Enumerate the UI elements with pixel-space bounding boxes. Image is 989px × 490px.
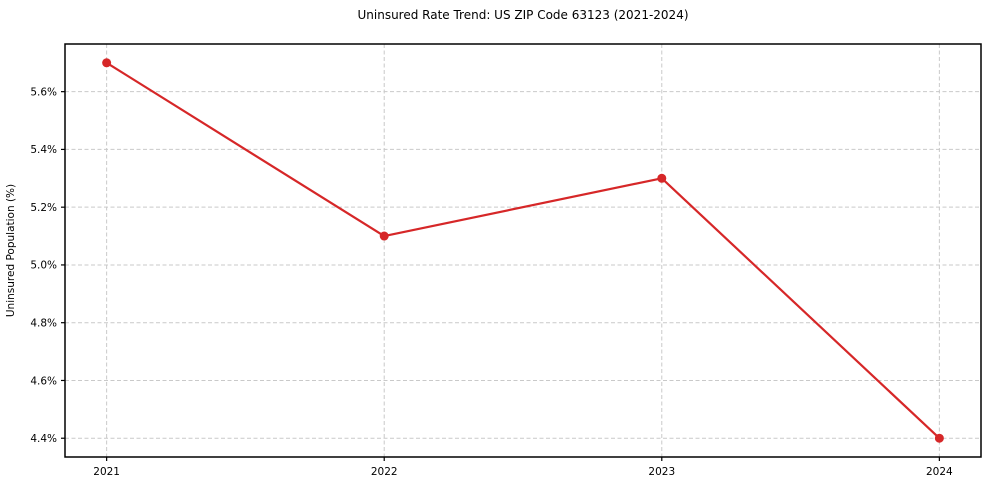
y-tick-label: 4.6%: [30, 375, 57, 387]
data-line: [105, 61, 941, 440]
axis-spines: [64, 43, 982, 458]
y-tick-label: 5.0%: [30, 260, 57, 272]
data-point: [934, 433, 944, 443]
data-point: [102, 58, 112, 68]
x-tick-label: 2021: [93, 466, 120, 478]
chart-title: Uninsured Rate Trend: US ZIP Code 63123 …: [357, 8, 689, 22]
x-tick-label: 2022: [371, 466, 398, 478]
x-tick-label: 2024: [926, 466, 953, 478]
y-tick-label: 5.4%: [30, 144, 57, 156]
y-tick-label: 4.4%: [30, 433, 57, 445]
y-tick-label: 5.6%: [30, 86, 57, 98]
y-tick-label: 4.8%: [30, 318, 57, 330]
y-tick-label: 5.2%: [30, 202, 57, 214]
y-axis-label: Uninsured Population (%): [5, 184, 17, 317]
data-point: [379, 231, 389, 241]
x-tick-label: 2023: [648, 466, 675, 478]
data-point: [657, 173, 667, 183]
